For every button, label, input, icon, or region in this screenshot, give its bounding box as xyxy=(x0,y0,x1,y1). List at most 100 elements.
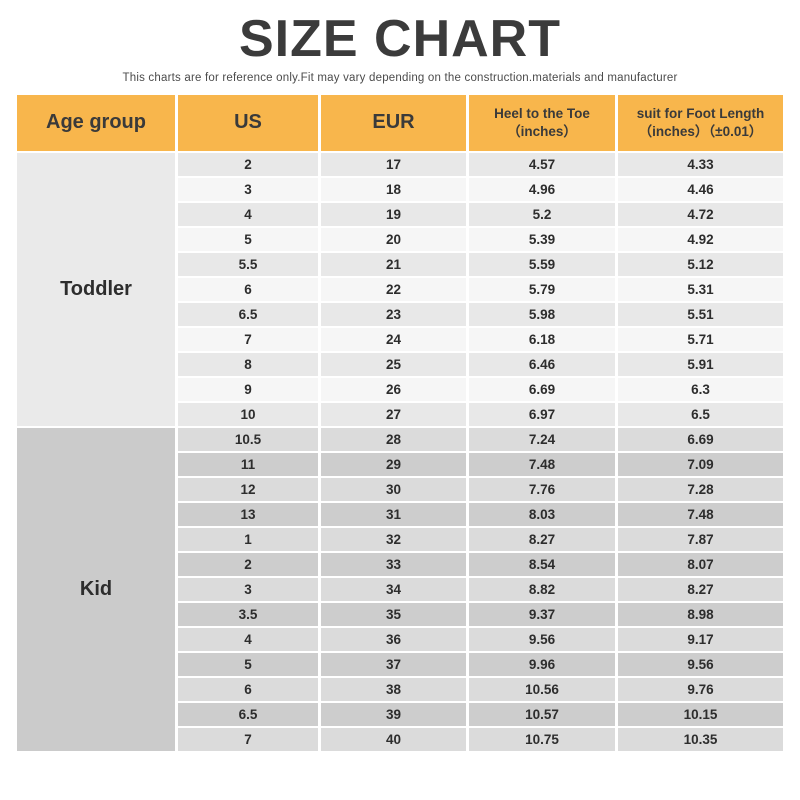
cell-us: 10 xyxy=(178,402,318,426)
table-row: 11 29 7.48 7.09 xyxy=(17,452,783,476)
cell-foot-length: 4.46 xyxy=(618,177,783,201)
cell-us: 10.5 xyxy=(178,427,318,451)
cell-eur: 32 xyxy=(321,527,466,551)
cell-heel-to-toe: 4.96 xyxy=(469,177,615,201)
page-title: SIZE CHART xyxy=(239,10,561,68)
table-row: 12 30 7.76 7.28 xyxy=(17,477,783,501)
column-header-heel-to-toe: Heel to the Toe （inches） xyxy=(469,94,615,151)
size-chart-table: Age group US EUR Heel to the Toe （inches… xyxy=(14,93,786,753)
age-group-cell-toddler: Toddler xyxy=(17,152,175,426)
cell-foot-length: 10.15 xyxy=(618,702,783,726)
cell-us: 4 xyxy=(178,202,318,226)
size-table-body: Toddler 2 17 4.57 4.33 3 18 4.96 4.46 4 19 5.2 4.72 5… xyxy=(17,152,783,751)
cell-heel-to-toe: 7.48 xyxy=(469,452,615,476)
cell-us: 2 xyxy=(178,552,318,576)
table-row: 7 40 10.75 10.35 xyxy=(17,727,783,751)
cell-foot-length: 4.92 xyxy=(618,227,783,251)
table-row: 13 31 8.03 7.48 xyxy=(17,502,783,526)
column-header-age-group: Age group xyxy=(17,94,175,151)
cell-heel-to-toe: 6.97 xyxy=(469,402,615,426)
cell-heel-to-toe: 8.54 xyxy=(469,552,615,576)
cell-foot-length: 4.33 xyxy=(618,152,783,176)
cell-heel-to-toe: 9.56 xyxy=(469,627,615,651)
table-row: 9 26 6.69 6.3 xyxy=(17,377,783,401)
cell-eur: 37 xyxy=(321,652,466,676)
cell-heel-to-toe: 4.57 xyxy=(469,152,615,176)
table-row: 5 37 9.96 9.56 xyxy=(17,652,783,676)
cell-heel-to-toe: 5.79 xyxy=(469,277,615,301)
cell-us: 7 xyxy=(178,727,318,751)
column-header-us: US xyxy=(178,94,318,151)
cell-foot-length: 6.5 xyxy=(618,402,783,426)
cell-us: 2 xyxy=(178,152,318,176)
page-subtitle: This charts are for reference only.Fit m… xyxy=(122,71,678,84)
cell-eur: 38 xyxy=(321,677,466,701)
cell-us: 12 xyxy=(178,477,318,501)
cell-eur: 21 xyxy=(321,252,466,276)
cell-foot-length: 9.56 xyxy=(618,652,783,676)
cell-heel-to-toe: 8.82 xyxy=(469,577,615,601)
cell-us: 8 xyxy=(178,352,318,376)
cell-us: 3 xyxy=(178,577,318,601)
cell-us: 6 xyxy=(178,277,318,301)
cell-eur: 40 xyxy=(321,727,466,751)
cell-foot-length: 9.17 xyxy=(618,627,783,651)
cell-heel-to-toe: 7.24 xyxy=(469,427,615,451)
table-row: 5.5 21 5.59 5.12 xyxy=(17,252,783,276)
cell-us: 9 xyxy=(178,377,318,401)
column-header-line: （inches） xyxy=(507,123,577,139)
cell-us: 1 xyxy=(178,527,318,551)
cell-eur: 36 xyxy=(321,627,466,651)
cell-us: 5 xyxy=(178,652,318,676)
cell-eur: 34 xyxy=(321,577,466,601)
cell-us: 6 xyxy=(178,677,318,701)
table-row: 2 33 8.54 8.07 xyxy=(17,552,783,576)
cell-heel-to-toe: 5.2 xyxy=(469,202,615,226)
cell-us: 5.5 xyxy=(178,252,318,276)
cell-eur: 39 xyxy=(321,702,466,726)
cell-foot-length: 4.72 xyxy=(618,202,783,226)
table-row: 3 34 8.82 8.27 xyxy=(17,577,783,601)
table-row: 4 36 9.56 9.17 xyxy=(17,627,783,651)
cell-us: 5 xyxy=(178,227,318,251)
cell-heel-to-toe: 5.59 xyxy=(469,252,615,276)
cell-us: 11 xyxy=(178,452,318,476)
cell-heel-to-toe: 7.76 xyxy=(469,477,615,501)
cell-us: 3 xyxy=(178,177,318,201)
column-header-foot-length: suit for Foot Length （inches）（±0.01） xyxy=(618,94,783,151)
cell-heel-to-toe: 8.03 xyxy=(469,502,615,526)
cell-us: 7 xyxy=(178,327,318,351)
column-header-line: （inches）（±0.01） xyxy=(638,123,763,139)
cell-eur: 26 xyxy=(321,377,466,401)
table-row: 10 27 6.97 6.5 xyxy=(17,402,783,426)
table-row: 4 19 5.2 4.72 xyxy=(17,202,783,226)
cell-foot-length: 7.87 xyxy=(618,527,783,551)
cell-eur: 23 xyxy=(321,302,466,326)
cell-eur: 19 xyxy=(321,202,466,226)
table-row: 6 38 10.56 9.76 xyxy=(17,677,783,701)
column-header-line: Heel to the Toe xyxy=(494,106,590,122)
table-row: 3 18 4.96 4.46 xyxy=(17,177,783,201)
table-row: 6.5 23 5.98 5.51 xyxy=(17,302,783,326)
cell-foot-length: 9.76 xyxy=(618,677,783,701)
cell-heel-to-toe: 10.57 xyxy=(469,702,615,726)
cell-heel-to-toe: 8.27 xyxy=(469,527,615,551)
cell-foot-length: 8.07 xyxy=(618,552,783,576)
cell-foot-length: 5.51 xyxy=(618,302,783,326)
cell-us: 4 xyxy=(178,627,318,651)
cell-eur: 18 xyxy=(321,177,466,201)
cell-heel-to-toe: 10.56 xyxy=(469,677,615,701)
table-row: 8 25 6.46 5.91 xyxy=(17,352,783,376)
cell-foot-length: 5.31 xyxy=(618,277,783,301)
cell-heel-to-toe: 5.39 xyxy=(469,227,615,251)
age-group-cell-kid: Kid xyxy=(17,427,175,751)
table-row: Toddler 2 1 7 4.57 4.33 xyxy=(17,152,783,426)
cell-eur: 29 xyxy=(321,452,466,476)
table-row: 5 20 5.39 4.92 xyxy=(17,227,783,251)
cell-eur: 27 xyxy=(321,402,466,426)
cell-foot-length: 8.98 xyxy=(618,602,783,626)
cell-heel-to-toe: 6.69 xyxy=(469,377,615,401)
cell-heel-to-toe: 5.98 xyxy=(469,302,615,326)
cell-eur: 33 xyxy=(321,552,466,576)
